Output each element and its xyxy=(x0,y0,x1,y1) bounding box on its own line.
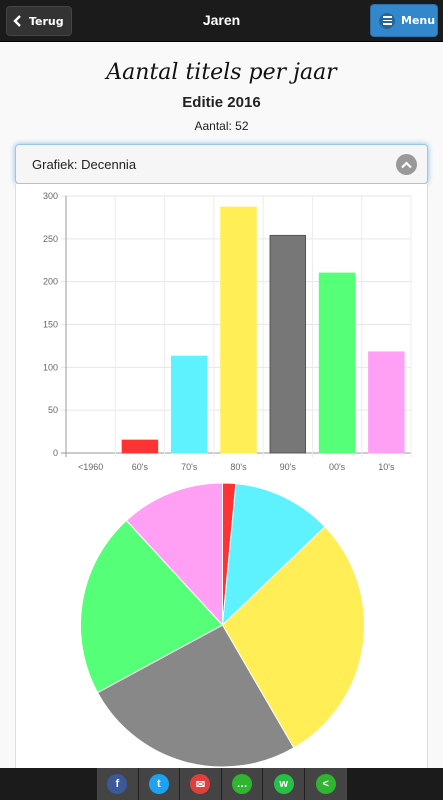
facebook-icon: f xyxy=(107,774,128,794)
y-tick-label: 150 xyxy=(43,320,58,330)
headline: Aantal titels per jaar xyxy=(106,60,337,85)
bar[interactable] xyxy=(318,272,356,454)
chevron-left-icon xyxy=(13,15,21,27)
x-tick-label: 70's xyxy=(181,462,198,472)
pie-slice[interactable] xyxy=(221,526,365,749)
page-title: Jaren xyxy=(202,12,241,28)
back-button-label: Terug xyxy=(29,14,64,28)
x-tick-label: 60's xyxy=(132,462,149,472)
whatsapp-share-button[interactable]: w xyxy=(263,768,305,800)
y-tick-label: 200 xyxy=(43,277,58,287)
whatsapp-icon: w xyxy=(273,774,294,794)
x-tick-label: 80's xyxy=(230,462,247,472)
chevron-up-icon[interactable] xyxy=(396,154,417,175)
bar-chart: 0 50 100 150 200 250 300 <1960 60's 70's 80's 90's 0… xyxy=(43,191,412,472)
email-share-button[interactable]: ✉ xyxy=(180,768,222,800)
bar[interactable] xyxy=(121,439,159,454)
y-tick-label: 300 xyxy=(43,191,58,201)
bar[interactable] xyxy=(220,206,257,454)
menu-button[interactable]: Menu xyxy=(370,4,438,37)
top-bar: Terug Jaren Menu xyxy=(0,0,443,42)
twitter-share-button[interactable]: t xyxy=(138,768,181,800)
facebook-share-button[interactable]: f xyxy=(97,768,139,800)
footer-bar: f t ✉ … w < xyxy=(0,768,443,800)
share-toolbar: f t ✉ … w < xyxy=(97,768,347,800)
twitter-icon: t xyxy=(148,774,169,794)
pie-slice[interactable] xyxy=(96,624,295,768)
bar[interactable] xyxy=(170,355,208,454)
x-tick-label: 10's xyxy=(378,462,395,472)
edition-label: Editie 2016 xyxy=(182,94,261,111)
y-tick-label: 250 xyxy=(43,234,58,244)
y-tick-label: 50 xyxy=(48,405,58,415)
y-tick-label: 100 xyxy=(43,362,58,372)
pie-slice[interactable] xyxy=(221,483,326,627)
share-share-button[interactable]: < xyxy=(304,768,347,800)
chart-card: 0 50 100 150 200 250 300 <1960 60's 70's 80's 90's 0… xyxy=(15,184,428,768)
y-tick-label: 0 xyxy=(53,448,58,458)
pie-slice[interactable] xyxy=(125,482,223,627)
menu-button-label: Menu xyxy=(401,14,436,27)
x-tick-label: 90's xyxy=(280,462,297,472)
pie-chart xyxy=(80,482,365,768)
sms-share-button[interactable]: … xyxy=(221,768,264,800)
x-tick-label: 00's xyxy=(329,462,346,472)
chart-type-select[interactable]: Grafiek: Decennia xyxy=(15,144,428,184)
count-label: Aantal: 52 xyxy=(194,119,249,133)
hamburger-icon xyxy=(379,12,395,29)
chart-type-select-value: Grafiek: Decennia xyxy=(32,156,137,172)
back-button[interactable]: Terug xyxy=(6,6,72,36)
share-icon: < xyxy=(315,774,336,794)
x-tick-label: <1960 xyxy=(78,462,103,472)
sms-icon: … xyxy=(232,774,253,794)
pie-slice[interactable] xyxy=(80,519,224,694)
bar[interactable] xyxy=(368,351,405,454)
bar[interactable] xyxy=(269,234,307,454)
email-icon: ✉ xyxy=(190,774,211,794)
